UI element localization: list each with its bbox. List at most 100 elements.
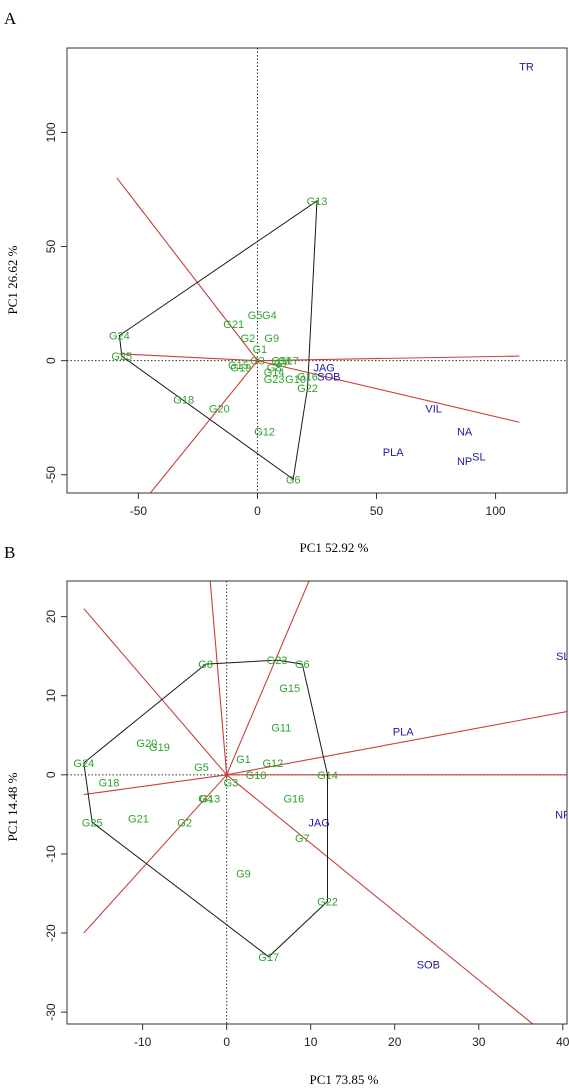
biplot-a-genotype-label-g1: G1: [253, 344, 268, 356]
biplot-a-x-tick-label-1: -50: [130, 504, 148, 518]
biplot-b-ray-4: [226, 710, 567, 776]
biplot-b-y-tick-label-5: 10: [44, 689, 58, 703]
biplot-b-y-tick-label-1: -30: [44, 1003, 58, 1021]
panel-b-letter: B: [4, 543, 15, 562]
biplot-a-genotype-label-g14: G14: [264, 367, 285, 379]
biplot-a-y-tick-label-2: 0: [44, 357, 58, 364]
biplot-b-polygon-hull: [83, 659, 328, 958]
biplot-a-y-tick-label-1: -50: [44, 466, 58, 484]
biplot-b-trait-label-sl: SL: [556, 651, 569, 663]
biplot-b-y-tick-label-6: 20: [44, 610, 58, 624]
biplot-b-ray-7: [83, 774, 228, 934]
biplot-b-genotype-label-g25: G25: [82, 817, 103, 829]
biplot-b-genotype-label-g3: G3: [224, 778, 239, 790]
biplot-b-y-tick-label-4: 0: [44, 771, 58, 778]
biplot-a-polygon-hull: [118, 199, 318, 481]
biplot-a-trait-label-pla: PLA: [383, 447, 404, 459]
biplot-b-genotype-label-g7: G7: [295, 833, 310, 845]
biplot-b-frame: [66, 580, 568, 1025]
biplot-b-trait-label-jag: JAG: [308, 817, 329, 829]
biplot-a-genotype-label-g9: G9: [264, 333, 279, 345]
biplot-a-genotype-label-g18: G18: [173, 394, 194, 406]
biplot-a-ray-5: [119, 353, 258, 362]
biplot-a-genotype-label-g8: G8: [267, 362, 282, 374]
panel-a-letter: A: [4, 9, 17, 28]
biplot-a-x-tick-label-4: 100: [486, 504, 506, 518]
biplot-b-genotype-label-g19: G19: [149, 742, 170, 754]
biplot-b-trait-label-sob: SOB: [417, 960, 440, 972]
biplot-a-genotype-label-g17: G17: [278, 356, 299, 368]
biplot-b-genotype-label-g1: G1: [236, 754, 251, 766]
biplot-a-genotype-label-g23: G23: [264, 374, 285, 386]
biplot-a-genotype-label-g15: G15: [228, 360, 249, 372]
biplot-b-genotype-label-g14: G14: [317, 770, 338, 782]
biplot-b-genotype-label-g15: G15: [279, 683, 300, 695]
biplot-a-trait-label-na: NA: [457, 426, 473, 438]
biplot-a-genotype-label-g3: G3: [250, 356, 265, 368]
biplot-b-ray-6: [226, 774, 534, 1024]
biplot-a-genotype-label-g11: G11: [271, 356, 291, 368]
biplot-a-ray-2: [149, 360, 258, 493]
biplot-a-ray-1: [116, 177, 258, 361]
biplot-b-genotype-label-g12: G12: [262, 758, 283, 770]
biplot-a-genotype-label-g16: G16: [297, 372, 318, 384]
biplot-a-frame: [66, 47, 568, 494]
biplot-b-ray-3: [226, 581, 310, 776]
biplot-b-ray-1: [83, 608, 228, 776]
biplot-a-x-axis-label: PC1 52.92 %: [300, 540, 369, 555]
biplot-a-trait-label-tr: TR: [519, 61, 534, 73]
biplot-b-genotype-label-g16: G16: [283, 794, 304, 806]
biplot-b-plot-area: G1 G2 G3 G4 G5 G6 G7 G8 G9 G10 G11 G12 G13 G14 G15 G16 G…: [67, 581, 569, 1024]
biplot-b-y-axis-label: PC1 14.48 %: [5, 772, 20, 841]
biplot-b-y-tick-label-3: -10: [44, 845, 58, 863]
biplot-a-genotype-label-g5: G5: [248, 310, 263, 322]
biplot-a-genotype-label-g7: G7: [274, 358, 289, 370]
biplot-a-genotype-label-g13: G13: [307, 196, 328, 208]
biplot-b-genotype-label-g10: G10: [246, 770, 267, 782]
biplot-a-genotype-label-g4: G4: [262, 310, 277, 322]
biplot-a-trait-label-np: NP: [457, 456, 472, 468]
biplot-b-genotype-label-g18: G18: [99, 778, 120, 790]
biplot-b-genotype-label-g4: G4: [198, 794, 213, 806]
biplot-b-x-tick-label-4: 20: [388, 1035, 402, 1049]
biplot-b-x-tick-label-1: -10: [134, 1035, 152, 1049]
biplot-a-genotype-label-g10: G10: [285, 374, 306, 386]
biplot-b-genotype-label-g23: G23: [267, 655, 288, 667]
biplot-b-y-tick-label-2: -20: [44, 924, 58, 942]
biplot-a: G1G2G3G4G5G6G7G8G9G10G11G12G13G14G15G16G…: [44, 47, 568, 518]
biplot-a-genotype-label-g2: G2: [241, 333, 256, 345]
biplot-a-y-axis-label: PC1 26.62 %: [5, 245, 20, 314]
biplot-a-ray-4: [257, 355, 520, 362]
biplot-b: G1 G2 G3 G4 G5 G6 G7 G8 G9 G10 G11 G12 G13 G14 G15 G16 G…: [44, 580, 569, 1049]
biplot-a-ray-3: [257, 360, 520, 423]
biplot-b-x-tick-label-6: 40: [556, 1035, 569, 1049]
biplot-a-trait-label-jag: JAG: [313, 362, 334, 374]
biplot-b-genotype-label-g2: G2: [177, 817, 192, 829]
biplot-b-trait-label-np: NP: [555, 809, 569, 821]
biplot-b-genotype-label-g6: G6: [295, 659, 310, 671]
biplot-b-ray-2: [209, 581, 228, 775]
biplot-b-origin-point: [224, 772, 229, 778]
biplot-b-genotype-label-g20: G20: [136, 738, 157, 750]
biplot-a-genotype-label-g25: G25: [111, 351, 132, 363]
biplot-b-x-tick-label-3: 10: [304, 1035, 318, 1049]
biplot-b-ray-8: [83, 774, 227, 796]
biplot-b-trait-label-pla: PLA: [393, 726, 414, 738]
biplot-a-origin-point: [255, 358, 260, 363]
biplot-a-genotype-label-g24: G24: [109, 331, 130, 343]
biplot-a-genotype-label-g12: G12: [254, 426, 275, 438]
biplot-a-y-tick-label-3: 50: [44, 240, 58, 254]
biplot-b-genotype-label-g11: G11: [271, 722, 291, 734]
biplot-b-x-tick-label-5: 30: [472, 1035, 486, 1049]
biplot-a-genotype-label-g21: G21: [223, 319, 244, 331]
biplot-b-genotype-label-g22: G22: [317, 896, 338, 908]
biplot-b-genotype-label-g5: G5: [194, 762, 209, 774]
biplot-b-genotype-label-g8: G8: [198, 659, 213, 671]
biplot-b-genotype-label-g13: G13: [199, 794, 220, 806]
biplot-a-genotype-label-g22: G22: [297, 383, 318, 395]
biplot-a-trait-label-vil: VIL: [425, 404, 442, 416]
biplot-a-genotype-label-g19: G19: [230, 362, 251, 374]
biplot-a-trait-label-sob: SOB: [317, 372, 340, 384]
biplot-a-x-tick-label-2: 0: [254, 504, 261, 518]
